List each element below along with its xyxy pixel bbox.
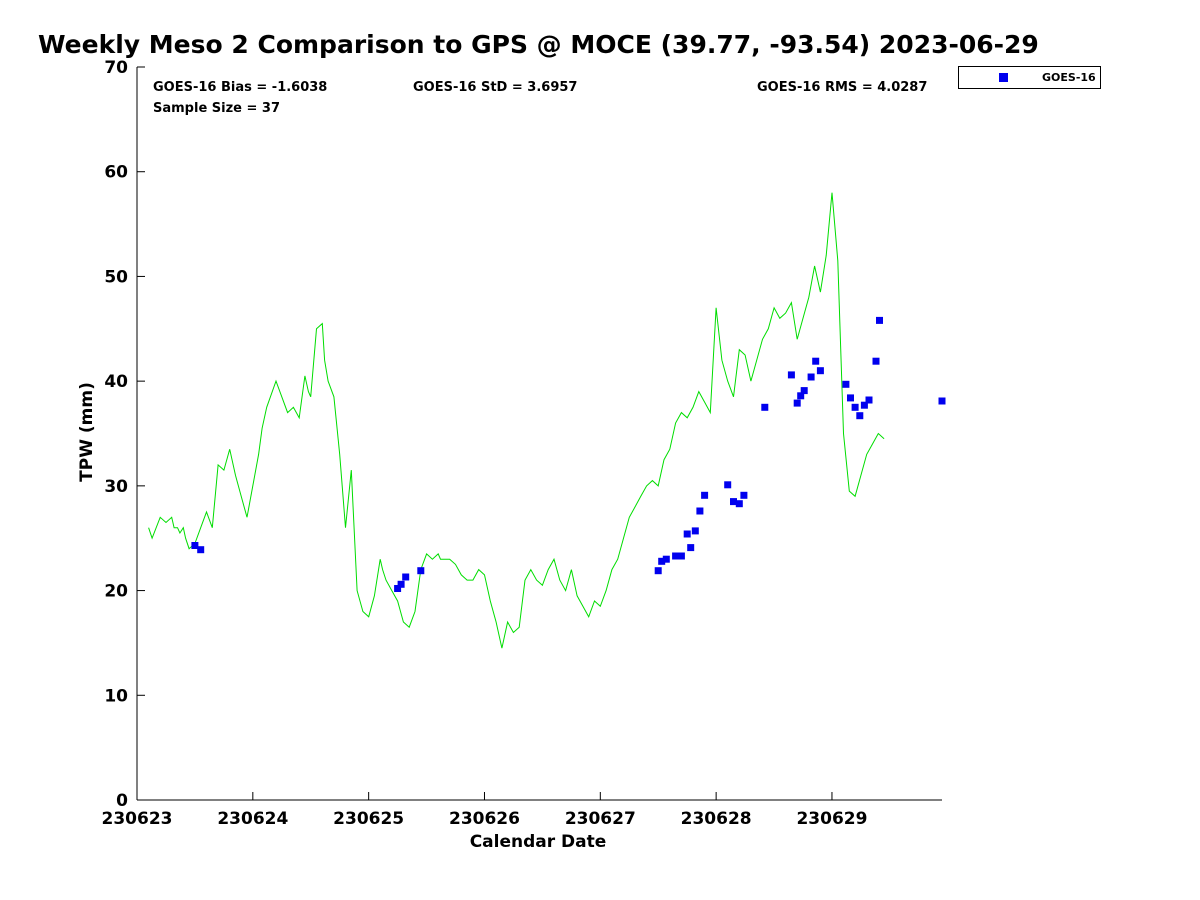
goes-16-point <box>701 491 709 499</box>
y-tick-label: 70 <box>104 58 128 78</box>
x-tick-label: 230628 <box>681 809 752 829</box>
goes-16-point <box>851 403 859 411</box>
chart-title: Weekly Meso 2 Comparison to GPS @ MOCE (… <box>38 30 1039 59</box>
goes-16-point <box>687 544 695 552</box>
goes-16-point <box>735 500 743 508</box>
goes-16-point <box>658 557 666 565</box>
goes-16-point <box>938 397 946 405</box>
goes-16-point <box>402 573 410 581</box>
goes-16-point <box>730 498 737 506</box>
y-tick-label: 10 <box>104 686 128 706</box>
x-tick-label: 230624 <box>217 809 288 829</box>
x-tick-label: 230626 <box>449 809 520 829</box>
goes-16-point <box>691 527 699 535</box>
y-tick-label: 50 <box>104 267 128 287</box>
gps-series <box>148 192 885 649</box>
goes-16-point <box>740 491 748 499</box>
goes-16-point <box>812 357 820 365</box>
goes-16-point <box>696 507 704 515</box>
rms-stat: GOES-16 RMS = 4.0287 <box>757 80 928 95</box>
goes-16-point <box>724 481 732 489</box>
y-tick-label: 20 <box>104 582 128 602</box>
goes-16-point <box>662 555 670 563</box>
goes-16-point <box>683 530 691 538</box>
goes-16-series <box>191 316 946 592</box>
goes-16-point <box>787 371 795 379</box>
bias-stat: GOES-16 Bias = -1.6038 <box>153 80 328 95</box>
y-tick-label: 30 <box>104 477 128 497</box>
x-axis-label: Calendar Date <box>470 832 607 852</box>
y-axis-label: TPW (mm) <box>77 382 97 482</box>
y-tick-label: 40 <box>104 372 128 392</box>
goes-16-point <box>197 546 205 554</box>
goes-16-point <box>842 380 850 388</box>
goes-16-point <box>677 552 685 560</box>
goes-16-point <box>856 412 864 420</box>
goes-16-point <box>860 401 868 409</box>
legend-label: GOES-16 <box>1042 71 1096 84</box>
goes-16-point <box>793 399 801 407</box>
goes-16-point <box>865 396 873 404</box>
goes-16-point <box>394 585 402 592</box>
goes-16-point <box>807 373 815 381</box>
goes-16-point <box>872 357 880 365</box>
goes-16-point <box>816 367 824 375</box>
axis-ticks: 0 10 20 30 40 50 60 70 230623 230624 230625 230626 2… <box>102 58 868 829</box>
goes-16-point <box>761 403 769 411</box>
goes-16-point <box>654 567 662 575</box>
goes-16-point <box>847 394 854 402</box>
legend: GOES-16 <box>958 66 1101 89</box>
x-tick-label: 230627 <box>565 809 636 829</box>
y-tick-label: 0 <box>116 791 128 811</box>
goes-16-point <box>876 316 883 324</box>
x-tick-label: 230629 <box>796 809 867 829</box>
sample-size-stat: Sample Size = 37 <box>153 101 281 116</box>
goes-16-point <box>397 580 405 588</box>
goes-16-point <box>417 567 425 575</box>
goes-16-point <box>800 387 808 395</box>
axes <box>136 67 942 801</box>
goes-16-point <box>797 392 805 400</box>
legend-marker-icon <box>999 73 1008 82</box>
goes-16-point <box>672 552 680 560</box>
std-stat: GOES-16 StD = 3.6957 <box>413 80 578 95</box>
goes-16-point <box>191 542 199 549</box>
x-tick-label: 230623 <box>102 809 173 829</box>
x-tick-label: 230625 <box>333 809 404 829</box>
gps-series-line <box>148 192 885 649</box>
y-tick-label: 60 <box>104 163 128 183</box>
